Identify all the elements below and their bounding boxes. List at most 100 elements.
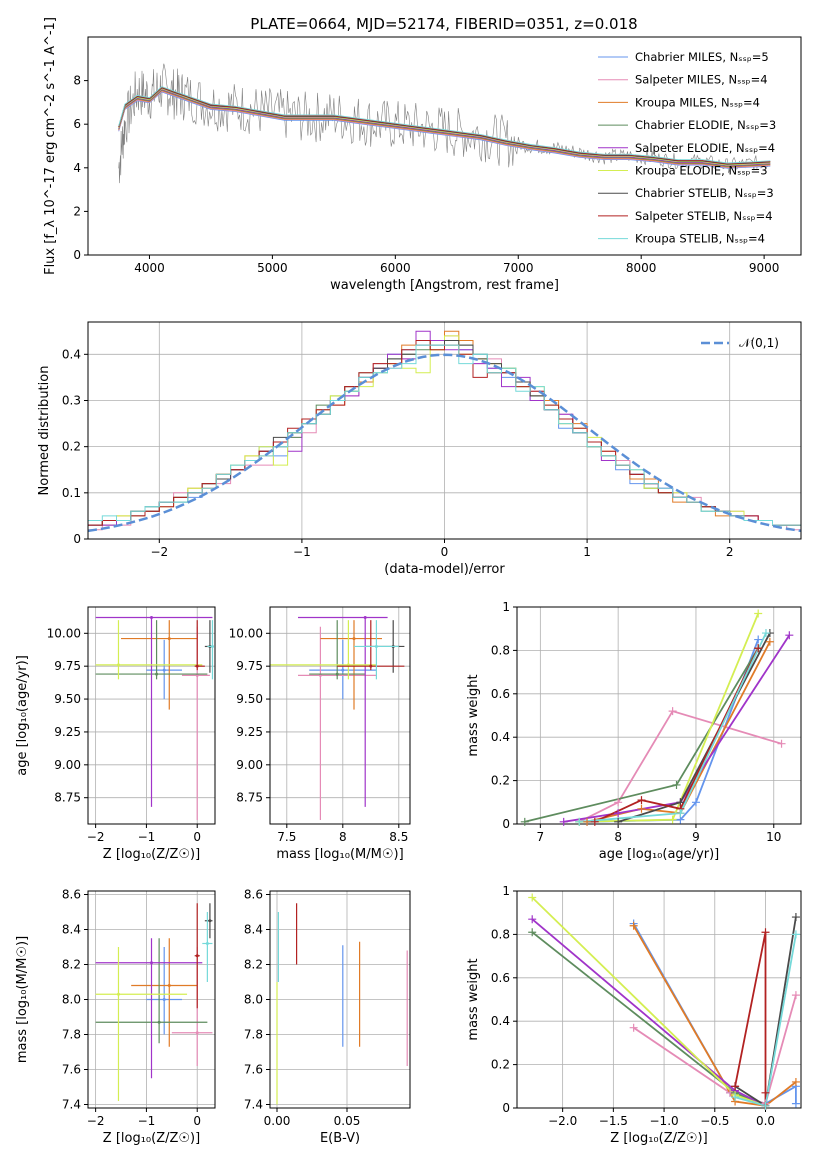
x-tick-label: 7000 xyxy=(503,261,534,275)
y-tick-label: 0.8 xyxy=(491,643,510,657)
weight-line xyxy=(563,634,791,823)
x-tick-label: 0.0 xyxy=(756,1114,775,1128)
spectrum-model-line xyxy=(118,88,771,167)
x-tick-label: 6000 xyxy=(380,261,411,275)
data-point xyxy=(335,672,339,676)
y-tick-label: 9.75 xyxy=(54,659,81,673)
weight-marker xyxy=(668,815,677,824)
legend-entry: Kroupa ELODIE, Nₛₛₚ=3 xyxy=(635,164,768,178)
data-point xyxy=(374,644,378,648)
weight-marker xyxy=(528,915,537,924)
data-point xyxy=(162,998,166,1001)
panel-residuals: −2 −1 0 1 2 0 0.1 0.2 0.3 0.4 (data-model)/error No… xyxy=(37,321,802,577)
weight-marker xyxy=(765,637,774,646)
x-tick-label: 9 xyxy=(692,830,700,844)
y-axis-label: Flux [f_λ 10^-17 erg cm^-2 s^-1 A^-1] xyxy=(43,17,58,275)
y-tick-label: 8.0 xyxy=(62,993,81,1007)
spectrum-model-line xyxy=(118,91,771,169)
x-tick-label: 0 xyxy=(441,545,449,559)
y-tick-label: 9.75 xyxy=(236,659,263,673)
x-axis-label: age [log₁₀(age/yr)] xyxy=(599,847,720,862)
x-tick-label: 8 xyxy=(614,830,622,844)
y-tick-label: 8.6 xyxy=(244,888,263,902)
x-tick-label: −1 xyxy=(293,545,311,559)
panel-age-vs-Z: −2 −1 0 8.75 9.00 9.25 9.50 9.75 10.00 Z [log₁₀(Z… xyxy=(15,606,216,862)
y-tick-label: 8.4 xyxy=(62,923,81,937)
x-tick-label: 0 xyxy=(193,1114,201,1128)
y-tick-label: 9.25 xyxy=(54,725,81,739)
y-tick-label: 8.2 xyxy=(244,958,263,972)
weight-marker xyxy=(637,804,646,813)
panel-mass-vs-EBV: 0.00 0.05 7.4 7.6 7.8 8.0 8.2 8.4 8.6 E(B-V) xyxy=(244,888,411,1146)
weight-marker xyxy=(791,930,800,939)
y-tick-label: 0.4 xyxy=(491,1014,510,1028)
axes-frame xyxy=(269,606,411,825)
x-tick-label: 10 xyxy=(766,830,781,844)
panel-spectrum: 4000 5000 6000 7000 8000 9000 0 2 4 6 8 wavelength … xyxy=(43,17,802,293)
legend-entry: 𝒩(0,1) xyxy=(739,336,779,350)
weight-marker xyxy=(528,928,537,937)
x-tick-label: −0.5 xyxy=(700,1114,729,1128)
y-tick-label: 0 xyxy=(502,1101,510,1115)
data-point xyxy=(210,644,214,648)
y-tick-label: 9.25 xyxy=(236,725,263,739)
x-axis-label: (data-model)/error xyxy=(384,562,505,577)
weight-line xyxy=(734,932,767,1106)
axes-frame xyxy=(516,890,802,1109)
legend-entry: Salpeter ELODIE, Nₛₛₚ=4 xyxy=(635,141,775,155)
data-point xyxy=(195,954,199,958)
data-point xyxy=(195,664,199,668)
x-tick-label: −2.0 xyxy=(548,1114,577,1128)
weight-marker xyxy=(583,817,592,826)
weight-line xyxy=(586,641,771,823)
y-tick-label: 8.75 xyxy=(54,791,81,805)
x-tick-label: 8.5 xyxy=(389,830,408,844)
legend-entry: Chabrier ELODIE, Nₛₛₚ=3 xyxy=(635,118,776,132)
spectrum-model-line xyxy=(118,89,771,167)
x-axis-label: E(B-V) xyxy=(320,1131,360,1146)
legend-entry: Chabrier STELIB, Nₛₛₚ=3 xyxy=(635,186,774,200)
x-tick-label: 8 xyxy=(339,830,347,844)
legend: 𝒩(0,1) xyxy=(701,336,779,350)
legend-entry: Kroupa MILES, Nₛₛₚ=4 xyxy=(635,95,760,109)
weight-marker xyxy=(629,921,638,930)
weight-marker xyxy=(520,817,529,826)
x-axis-label: Z [log₁₀(Z/Z☉)] xyxy=(103,847,200,862)
y-tick-label: 0 xyxy=(502,817,510,831)
legend-entry: Chabrier MILES, Nₛₛₚ=5 xyxy=(635,50,769,64)
weight-marker xyxy=(754,644,763,653)
plot-area xyxy=(95,616,214,821)
weight-marker xyxy=(761,1088,770,1097)
weight-marker xyxy=(754,609,763,618)
y-tick-label: 0.2 xyxy=(62,440,81,454)
weight-marker xyxy=(791,1099,800,1108)
normal-reference-curve xyxy=(88,353,801,533)
y-tick-label: 0.6 xyxy=(491,971,510,985)
legend-entry: Kroupa STELIB, Nₛₛₚ=4 xyxy=(635,232,765,246)
y-tick-label: 10.00 xyxy=(229,626,263,640)
data-point xyxy=(150,961,153,965)
y-tick-label: 0 xyxy=(73,532,81,546)
legend-entry: Salpeter STELIB, Nₛₛₚ=4 xyxy=(635,209,773,223)
y-tick-label: 9.50 xyxy=(54,692,81,706)
spectrum-model-line xyxy=(118,87,771,165)
y-tick-label: 0 xyxy=(73,248,81,262)
data-point xyxy=(369,664,373,668)
x-tick-label: −2 xyxy=(87,830,105,844)
y-tick-label: 8.6 xyxy=(62,888,81,902)
y-tick-label: 0.4 xyxy=(62,347,81,361)
axes-frame xyxy=(87,606,216,825)
y-tick-label: 7.4 xyxy=(244,1098,263,1112)
weight-marker xyxy=(614,798,623,807)
y-tick-label: 0.8 xyxy=(491,927,510,941)
data-point xyxy=(116,992,120,996)
weight-marker xyxy=(791,1077,800,1086)
data-point xyxy=(205,942,209,945)
weight-marker xyxy=(668,707,677,716)
y-axis-label: mass weight xyxy=(466,674,481,756)
y-tick-label: 9.50 xyxy=(236,692,263,706)
x-tick-label: 5000 xyxy=(257,261,288,275)
weight-marker xyxy=(672,780,681,789)
y-tick-label: 0.2 xyxy=(491,1058,510,1072)
weight-marker xyxy=(575,817,584,826)
